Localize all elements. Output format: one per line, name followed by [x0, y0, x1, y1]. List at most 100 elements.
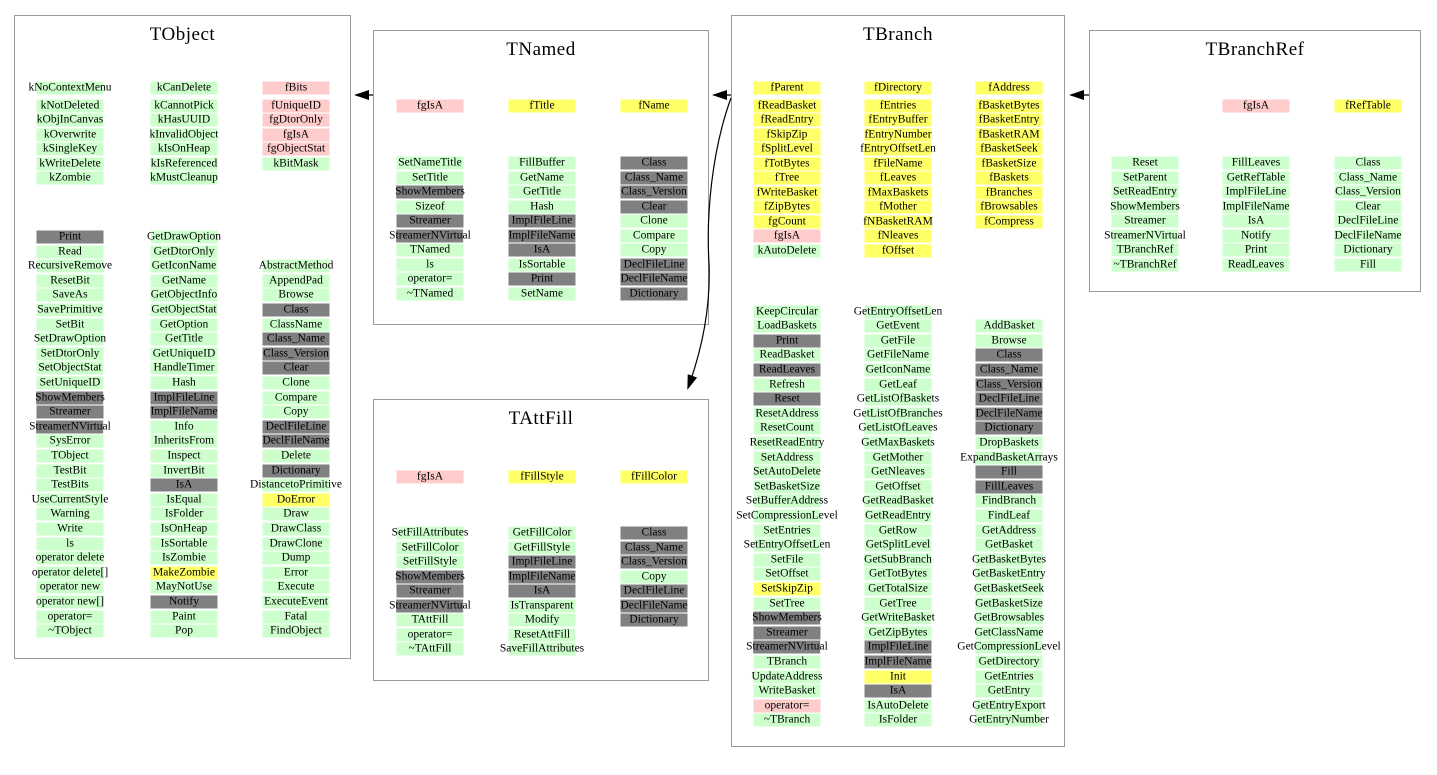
item-read[interactable]: Read [36, 245, 104, 259]
item-isa[interactable]: IsA [508, 243, 576, 257]
item-ftitle[interactable]: fTitle [508, 99, 576, 113]
item-dictionary[interactable]: Dictionary [1334, 243, 1402, 257]
item-isa[interactable]: IsA [864, 684, 932, 698]
item-saveprimitive[interactable]: SavePrimitive [36, 303, 104, 317]
item-tnamed[interactable]: TNamed [396, 243, 464, 257]
item-drawclass[interactable]: DrawClass [262, 522, 330, 536]
item-error[interactable]: Error [262, 566, 330, 580]
item-getcompressionlevel[interactable]: GetCompressionLevel [957, 640, 1061, 654]
item-freftable[interactable]: fRefTable [1334, 99, 1402, 113]
item-getzipbytes[interactable]: GetZipBytes [864, 626, 932, 640]
item-findleaf[interactable]: FindLeaf [975, 509, 1043, 523]
item-getentryoffsetlen[interactable]: GetEntryOffsetLen [854, 305, 942, 318]
item-kinvalidobject[interactable]: kInvalidObject [150, 128, 218, 141]
item-handletimer[interactable]: HandleTimer [150, 361, 218, 375]
item-class-name[interactable]: Class_Name [620, 541, 688, 554]
item-getoption[interactable]: GetOption [150, 318, 218, 332]
item-declfilename[interactable]: DeclFileName [1334, 229, 1402, 242]
item-declfilename[interactable]: DeclFileName [975, 407, 1043, 421]
item-clear[interactable]: Clear [1334, 200, 1402, 213]
item-fleaves[interactable]: fLeaves [864, 171, 932, 185]
item-resetreadentry[interactable]: ResetReadEntry [750, 436, 824, 450]
item-setentries[interactable]: SetEntries [753, 524, 821, 537]
item-faddress[interactable]: fAddress [975, 81, 1043, 95]
item-class-version[interactable]: Class_Version [975, 378, 1043, 391]
item-setuniqueid[interactable]: SetUniqueID [36, 376, 104, 390]
class-title-tnamed[interactable]: TNamed [506, 39, 576, 60]
item-isautodelete[interactable]: IsAutoDelete [864, 699, 932, 713]
item-fcompress[interactable]: fCompress [975, 215, 1043, 228]
item-declfileline[interactable]: DeclFileLine [620, 258, 688, 271]
item-class-name[interactable]: Class_Name [262, 332, 330, 346]
item-getbasketseek[interactable]: GetBasketSeek [974, 582, 1044, 596]
item-setdrawoption[interactable]: SetDrawOption [34, 332, 106, 346]
item-resetattfill[interactable]: ResetAttFill [508, 628, 576, 641]
item-getwritebasket[interactable]: GetWriteBasket [861, 611, 935, 625]
class-title-tbranchref[interactable]: TBranchRef [1205, 39, 1305, 60]
item-class-version[interactable]: Class_Version [1334, 185, 1402, 199]
class-title-tobject[interactable]: TObject [149, 24, 216, 45]
item-copy[interactable]: Copy [620, 243, 688, 257]
item-koverwrite[interactable]: kOverwrite [36, 128, 104, 141]
item-issortable[interactable]: IsSortable [150, 537, 218, 551]
item-getreftable[interactable]: GetRefTable [1222, 171, 1290, 184]
item-fillleaves[interactable]: FillLeaves [1222, 156, 1290, 170]
item-implfileline[interactable]: ImplFileLine [508, 214, 576, 228]
item-getsubbranch[interactable]: GetSubBranch [864, 553, 932, 567]
item-print[interactable]: Print [508, 272, 576, 286]
item-keepcircular[interactable]: KeepCircular [753, 305, 821, 318]
item-getclassname[interactable]: GetClassName [975, 626, 1043, 640]
item-streamer[interactable]: Streamer [36, 405, 104, 419]
item-isfolder[interactable]: IsFolder [864, 713, 932, 727]
item-showmembers[interactable]: ShowMembers [752, 611, 822, 625]
item-clear[interactable]: Clear [262, 361, 330, 375]
item-setskipzip[interactable]: SetSkipZip [753, 582, 821, 596]
item-setnametitle[interactable]: SetNameTitle [396, 156, 464, 170]
item-isequal[interactable]: IsEqual [150, 493, 218, 507]
item-getfillstyle[interactable]: GetFillStyle [508, 541, 576, 554]
item-updateaddress[interactable]: UpdateAddress [752, 670, 822, 683]
item-clone[interactable]: Clone [262, 376, 330, 390]
item-getdtoronly[interactable]: GetDtorOnly [150, 245, 218, 259]
item-knotdeleted[interactable]: kNotDeleted [36, 99, 104, 112]
item-compare[interactable]: Compare [262, 391, 330, 405]
item-issortable[interactable]: IsSortable [508, 258, 576, 271]
item-inheritsfrom[interactable]: InheritsFrom [150, 434, 218, 448]
item-reset[interactable]: Reset [753, 392, 821, 406]
item-getevent[interactable]: GetEvent [864, 319, 932, 333]
item-implfilename[interactable]: ImplFileName [1222, 200, 1290, 213]
item-dictionary[interactable]: Dictionary [262, 464, 330, 478]
item-setentryoffsetlen[interactable]: SetEntryOffsetLen [744, 538, 830, 552]
item-getdirectory[interactable]: GetDirectory [975, 655, 1043, 669]
item-getbasketentry[interactable]: GetBasketEntry [972, 567, 1046, 581]
item-executeevent[interactable]: ExecuteEvent [262, 595, 330, 609]
item-kzombie[interactable]: kZombie [36, 171, 104, 185]
item-refresh[interactable]: Refresh [753, 378, 821, 391]
item-getbasket[interactable]: GetBasket [975, 538, 1043, 552]
item-getfillcolor[interactable]: GetFillColor [508, 526, 576, 540]
item-ffillstyle[interactable]: fFillStyle [508, 470, 576, 484]
item-fgisa[interactable]: fgIsA [396, 99, 464, 113]
item-declfileline[interactable]: DeclFileLine [1334, 214, 1402, 228]
item-fgdtoronly[interactable]: fgDtorOnly [262, 113, 330, 127]
item-dictionary[interactable]: Dictionary [620, 287, 688, 300]
item-kcannotpick[interactable]: kCannotPick [150, 99, 218, 112]
item-operator-delete[interactable]: operator delete[] [32, 566, 108, 580]
item-hash[interactable]: Hash [508, 200, 576, 213]
item-streamernvirtual[interactable]: StreamerNVirtual [1104, 229, 1186, 242]
item-declfileline[interactable]: DeclFileLine [262, 420, 330, 434]
item-readleaves[interactable]: ReadLeaves [1222, 258, 1290, 271]
item-setparent[interactable]: SetParent [1111, 171, 1179, 184]
item-writebasket[interactable]: WriteBasket [753, 684, 821, 698]
item-fillbuffer[interactable]: FillBuffer [508, 156, 576, 170]
item-class-version[interactable]: Class_Version [620, 185, 688, 199]
item-drawclone[interactable]: DrawClone [262, 537, 330, 551]
item-class-version[interactable]: Class_Version [262, 347, 330, 361]
item-init[interactable]: Init [864, 670, 932, 683]
item-fmother[interactable]: fMother [864, 200, 932, 214]
item-showmembers[interactable]: ShowMembers [35, 391, 105, 405]
item-ksinglekey[interactable]: kSingleKey [36, 142, 104, 156]
item-getlistofbranches[interactable]: GetListOfBranches [853, 407, 943, 421]
item-browse[interactable]: Browse [262, 288, 330, 302]
item-fatal[interactable]: Fatal [262, 610, 330, 624]
